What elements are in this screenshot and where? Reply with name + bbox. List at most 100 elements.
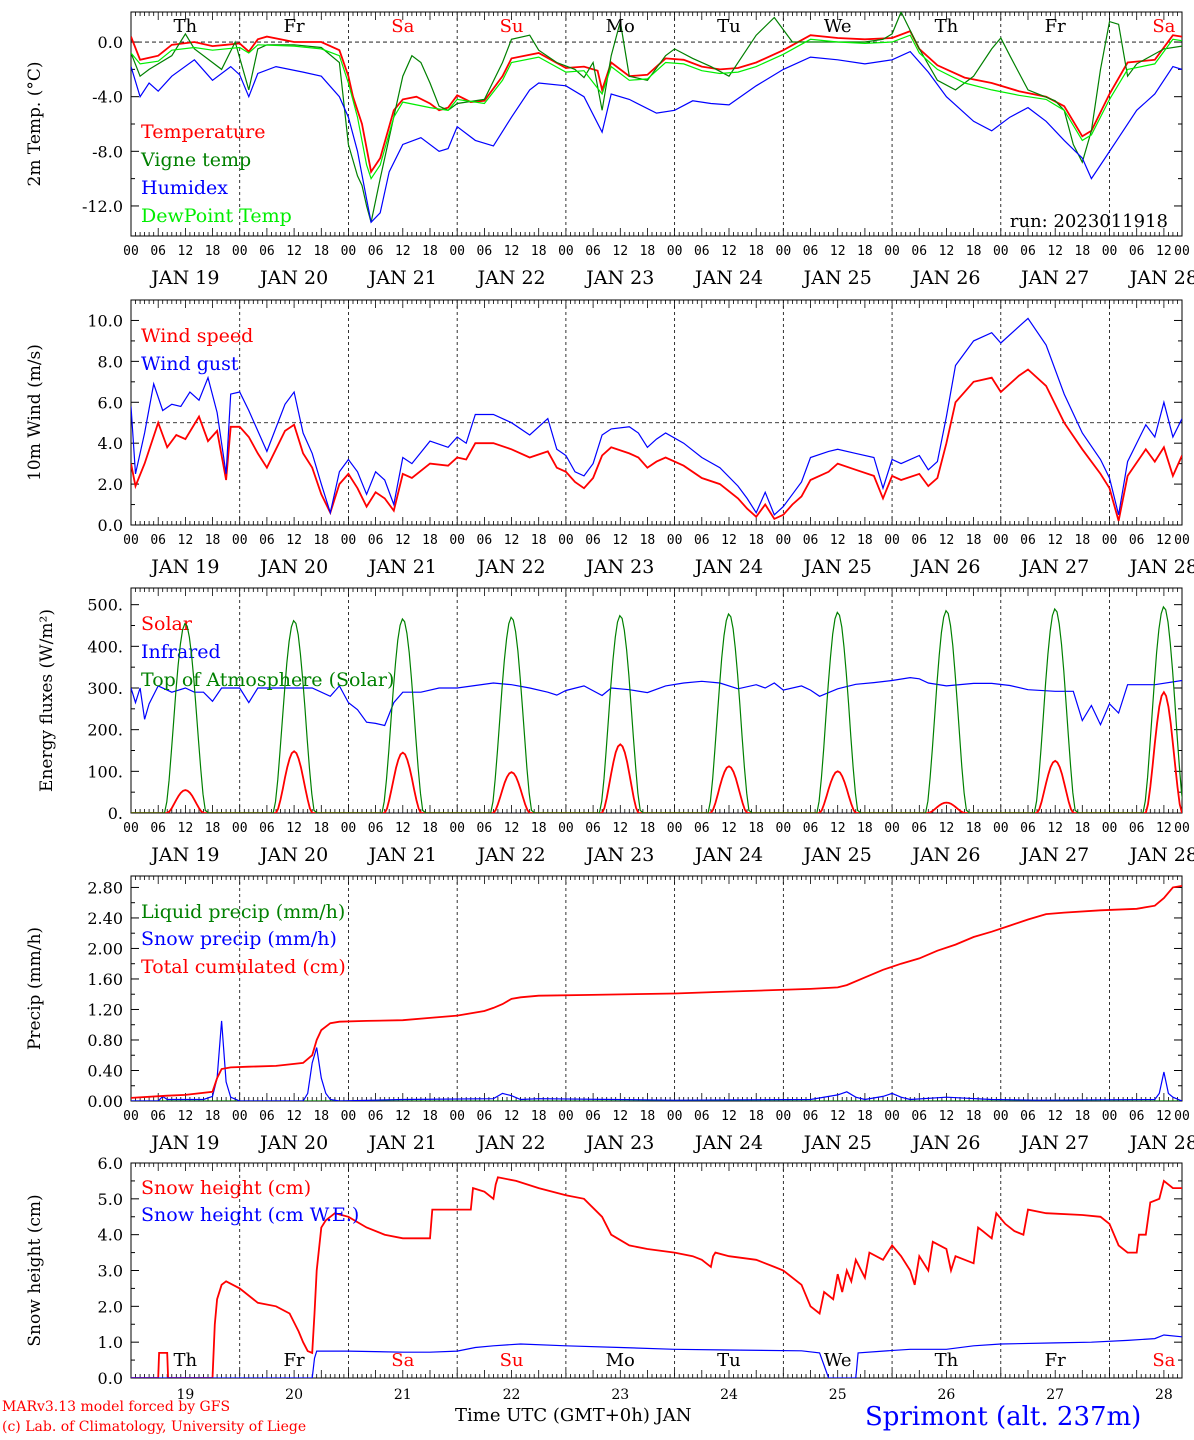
weekday-label: Fr [1045, 16, 1066, 37]
hour-tick-label: 06 [1129, 1109, 1145, 1124]
date-label: JAN 21 [367, 267, 437, 289]
hour-tick-label: 00 [884, 244, 900, 259]
legend-entry: Top of Atmosphere (Solar) [141, 669, 394, 691]
hour-tick-label: 12 [721, 244, 737, 259]
hour-tick-label: 00 [993, 821, 1009, 836]
panel-snowh: 0.0 1.0 2.0 3.0 4.0 5.0 6.0 Snow height (cm) Sno… [25, 1154, 1183, 1403]
hour-tick-label: 18 [313, 821, 329, 836]
hour-tick-label: 06 [803, 1109, 819, 1124]
y-tick-label: 2.40 [87, 909, 123, 928]
weekday-label: Tu [717, 1350, 741, 1371]
date-label: JAN 25 [802, 844, 872, 866]
legend-entry: Snow precip (mm/h) [141, 928, 337, 950]
day-number-label: 26 [938, 1387, 956, 1403]
series-snow-height-cm [131, 1176, 1182, 1378]
hour-tick-label: 06 [911, 244, 927, 259]
y-tick-label: 0. [108, 804, 123, 823]
y-tick-label: 10.0 [87, 311, 123, 330]
hour-tick-label: 12 [395, 533, 411, 548]
hour-tick-label: 18 [422, 821, 438, 836]
date-label: JAN 26 [910, 1132, 980, 1154]
hour-tick-label: 06 [1020, 821, 1036, 836]
weekday-label: Th [935, 16, 959, 37]
hour-tick-label: 18 [857, 533, 873, 548]
y-tick-label: 8.0 [98, 352, 123, 371]
hour-tick-label: 12 [286, 533, 302, 548]
date-label: JAN 22 [475, 556, 545, 578]
legend-entry: Vigne temp [140, 149, 251, 171]
hour-tick-label: 06 [477, 244, 493, 259]
hour-tick-label: 00 [667, 244, 683, 259]
date-label: JAN 25 [802, 556, 872, 578]
hour-tick-label: 06 [585, 244, 601, 259]
hour-tick-label: 06 [694, 244, 710, 259]
legend-entry: Temperature [141, 121, 265, 143]
y-tick-label: 5.0 [98, 1190, 123, 1209]
hour-tick-label: 00 [449, 821, 465, 836]
y-tick-label: 0.40 [87, 1061, 123, 1080]
date-label: JAN 24 [693, 1132, 763, 1154]
y-axis-label: 2m Temp. (°C) [25, 61, 45, 186]
day-number-label: 22 [503, 1387, 521, 1403]
hour-tick-label: 00 [1102, 1109, 1118, 1124]
hour-tick-label: 18 [966, 821, 982, 836]
hour-tick-label: 00 [123, 244, 139, 259]
hour-tick-label: 18 [640, 1109, 656, 1124]
hour-tick-label: 18 [531, 533, 547, 548]
hour-tick-label: 06 [1020, 1109, 1036, 1124]
hour-tick-label: 06 [150, 821, 166, 836]
date-label: JAN 19 [149, 556, 219, 578]
plot-frame [130, 587, 1183, 814]
hour-tick-label: 06 [477, 1109, 493, 1124]
weekday-label: Fr [284, 16, 305, 37]
date-label: JAN 28 [1128, 844, 1194, 866]
date-label: JAN 21 [367, 1132, 437, 1154]
hour-tick-label: 00 [558, 244, 574, 259]
day-number-label: 27 [1046, 1387, 1064, 1403]
hour-tick-label: 00 [123, 533, 139, 548]
y-tick-label: 0.0 [98, 516, 123, 535]
hour-tick-label: 18 [966, 533, 982, 548]
hour-tick-label: 12 [721, 1109, 737, 1124]
time-ticks [130, 300, 1183, 525]
date-label: JAN 19 [149, 267, 219, 289]
hour-tick-label: 12 [1047, 244, 1063, 259]
hour-tick-label: 00 [449, 244, 465, 259]
hour-tick-label: 12 [1047, 1109, 1063, 1124]
hour-tick-label: 12 [504, 821, 520, 836]
run-annotation: run: 2023011918 [1010, 211, 1168, 232]
weekday-label: Sa [391, 1350, 414, 1371]
weekday-label: Fr [1045, 1350, 1066, 1371]
hour-tick-label: 12 [830, 244, 846, 259]
hour-tick-label: 12 [1156, 821, 1172, 836]
weekday-label: We [824, 16, 852, 37]
y-tick-label: 1.20 [87, 1000, 123, 1019]
hour-tick-label: 00 [1174, 244, 1190, 259]
hour-tick-label: 12 [1156, 1109, 1172, 1124]
hour-tick-label: 06 [911, 533, 927, 548]
hour-tick-label: 00 [123, 1109, 139, 1124]
day-number-label: 21 [394, 1387, 412, 1403]
date-label: JAN 22 [475, 267, 545, 289]
hour-tick-label: 12 [395, 244, 411, 259]
hour-tick-label: 06 [368, 533, 384, 548]
hour-tick-label: 18 [748, 244, 764, 259]
hour-tick-label: 06 [477, 821, 493, 836]
date-label: JAN 26 [910, 556, 980, 578]
series-wind-gust [131, 317, 1182, 516]
date-label: JAN 19 [149, 844, 219, 866]
series-infrared [131, 676, 1182, 727]
date-label: JAN 24 [693, 556, 763, 578]
hour-tick-label: 00 [1102, 244, 1118, 259]
hour-tick-label: 18 [531, 1109, 547, 1124]
series-solar [131, 690, 1182, 813]
series-snow-precip-mm-h [131, 1020, 1182, 1101]
y-tick-label: 6.0 [98, 1154, 123, 1173]
hour-tick-label: 18 [857, 244, 873, 259]
hour-tick-label: 18 [422, 1109, 438, 1124]
y-tick-label: 200. [87, 721, 123, 740]
hour-tick-label: 06 [150, 244, 166, 259]
hour-tick-label: 06 [911, 821, 927, 836]
y-tick-label: 3.0 [98, 1262, 123, 1281]
series-humidex [131, 50, 1182, 224]
